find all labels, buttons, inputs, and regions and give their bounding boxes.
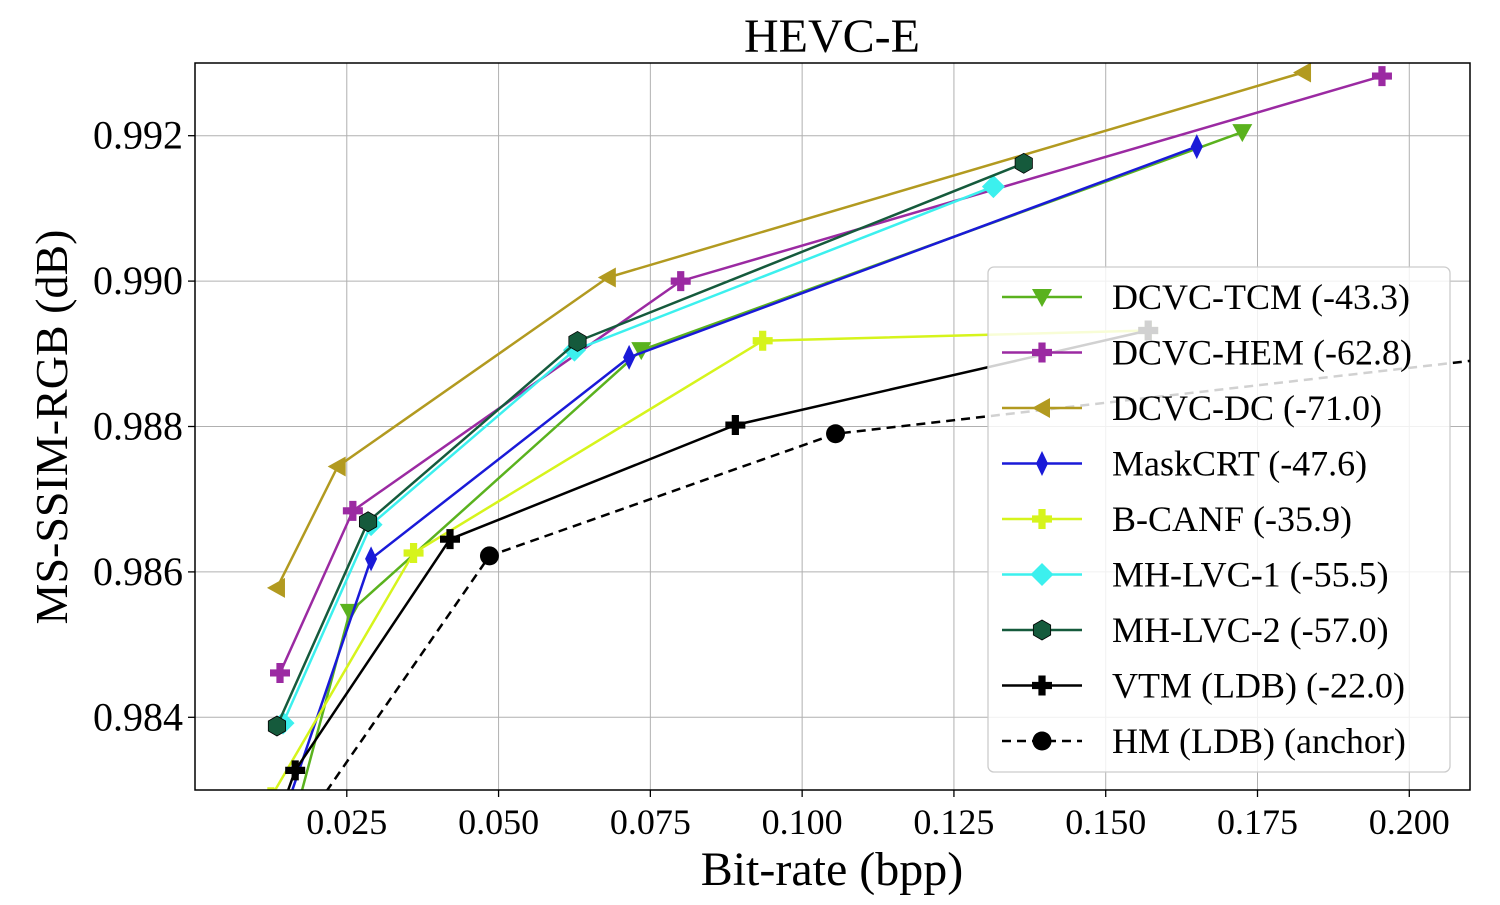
legend-box bbox=[987, 266, 1451, 773]
series-dcvc-dc-71-0 bbox=[266, 63, 1312, 598]
y-tick-label: 0.990 bbox=[93, 258, 183, 303]
series-line bbox=[275, 162, 1025, 727]
y-tick-label: 0.988 bbox=[93, 404, 183, 449]
legend-marker bbox=[1032, 398, 1050, 418]
series-line bbox=[281, 185, 994, 724]
data-point bbox=[725, 415, 746, 436]
y-tick-label: 0.984 bbox=[93, 694, 183, 739]
legend-label: DCVC-TCM (-43.3) bbox=[1112, 277, 1410, 317]
series-line bbox=[275, 71, 1304, 589]
legend-entry-b-canf-35-9: B-CANF (-35.9) bbox=[1002, 499, 1352, 539]
y-axis: 0.984 0.986 0.988 0.990 0.992 bbox=[93, 113, 195, 739]
legend-entry-dcvc-tcm-43-3: DCVC-TCM (-43.3) bbox=[1002, 277, 1410, 317]
series-line bbox=[273, 329, 1149, 790]
x-tick-label: 0.175 bbox=[1217, 802, 1298, 842]
chart-title: HEVC-E bbox=[744, 10, 920, 63]
data-point bbox=[631, 342, 652, 361]
legend-marker bbox=[1032, 342, 1052, 363]
x-tick-label: 0.150 bbox=[1065, 802, 1146, 842]
data-point bbox=[1190, 134, 1203, 160]
legend-label: MaskCRT (-47.6) bbox=[1112, 444, 1367, 484]
data-point bbox=[479, 546, 499, 566]
x-axis-label: Bit-rate (bpp) bbox=[701, 843, 964, 896]
legend-entry-hm-ldb-anchor: HM (LDB) (anchor) bbox=[1002, 721, 1406, 761]
data-point bbox=[1293, 63, 1312, 83]
data-point bbox=[1014, 152, 1033, 174]
data-point bbox=[981, 175, 1005, 199]
legend-marker bbox=[1036, 451, 1048, 476]
data-point bbox=[342, 500, 363, 521]
x-tick-label: 0.200 bbox=[1369, 802, 1450, 842]
data-point bbox=[440, 529, 460, 550]
data-point bbox=[623, 344, 636, 370]
legend-label: MH-LVC-2 (-57.0) bbox=[1112, 610, 1389, 650]
data-point bbox=[597, 267, 616, 288]
data-point bbox=[1371, 66, 1392, 87]
data-point bbox=[403, 542, 424, 563]
data-point bbox=[1232, 124, 1253, 143]
x-tick-label: 0.075 bbox=[610, 802, 691, 842]
x-tick-label: 0.100 bbox=[762, 802, 843, 842]
legend-marker bbox=[1032, 619, 1052, 641]
legend-marker bbox=[1032, 731, 1052, 751]
x-tick-label: 0.125 bbox=[913, 802, 994, 842]
x-axis: 0.025 0.050 0.075 0.100 0.125 0.150 0.175 0.200 bbox=[306, 790, 1450, 842]
data-point bbox=[266, 577, 285, 598]
legend-label: VTM (LDB) (-22.0) bbox=[1112, 666, 1405, 706]
legend-marker bbox=[1032, 509, 1052, 529]
series-hm-ldb-anchor bbox=[325, 359, 1470, 790]
legend-entry-vtm-ldb-22-0: VTM (LDB) (-22.0) bbox=[1002, 666, 1405, 706]
legend-marker bbox=[1030, 563, 1054, 586]
x-tick-label: 0.025 bbox=[306, 802, 387, 842]
data-point bbox=[358, 511, 378, 533]
data-point bbox=[327, 456, 346, 477]
legend-marker bbox=[1032, 675, 1052, 696]
legend-label: MH-LVC-1 (-55.5) bbox=[1112, 555, 1389, 595]
legend-label: DCVC-DC (-71.0) bbox=[1112, 388, 1382, 428]
data-point bbox=[270, 662, 290, 683]
series-layer bbox=[266, 63, 1470, 790]
legend-label: B-CANF (-35.9) bbox=[1112, 499, 1352, 539]
data-point bbox=[568, 330, 587, 352]
legend-label: HM (LDB) (anchor) bbox=[1112, 721, 1406, 761]
legend-label: DCVC-HEM (-62.8) bbox=[1112, 333, 1412, 373]
data-point bbox=[267, 715, 287, 737]
data-point bbox=[752, 330, 773, 351]
x-tick-label: 0.050 bbox=[458, 802, 539, 842]
legend-marker bbox=[1032, 289, 1052, 307]
legend: DCVC-TCM (-43.3) DCVC-HEM (-62.8) DCVC-DC … bbox=[987, 266, 1451, 773]
data-point bbox=[826, 424, 846, 444]
legend-entry-maskcrt-47-6: MaskCRT (-47.6) bbox=[1002, 444, 1367, 484]
series-line bbox=[325, 359, 1470, 790]
legend-entry-mh-lvc-1-55-5: MH-LVC-1 (-55.5) bbox=[1002, 555, 1389, 595]
data-point bbox=[365, 546, 378, 572]
series-mh-lvc-2-57-0 bbox=[267, 152, 1033, 737]
legend-entry-mh-lvc-2-57-0: MH-LVC-2 (-57.0) bbox=[1002, 610, 1389, 650]
series-maskcrt-47-6 bbox=[291, 134, 1203, 790]
series-line bbox=[291, 145, 1198, 790]
data-point bbox=[670, 271, 691, 292]
legend-entry-dcvc-dc-71-0: DCVC-DC (-71.0) bbox=[1002, 388, 1382, 428]
y-tick-label: 0.986 bbox=[93, 549, 183, 594]
legend-entry-dcvc-hem-62-8: DCVC-HEM (-62.8) bbox=[1002, 333, 1412, 373]
y-axis-label: MS-SSIM-RGB (dB) bbox=[26, 230, 77, 625]
data-point bbox=[285, 760, 306, 781]
series-line bbox=[278, 74, 1383, 674]
series-dcvc-hem-62-8 bbox=[270, 66, 1392, 683]
y-tick-label: 0.992 bbox=[93, 113, 183, 158]
